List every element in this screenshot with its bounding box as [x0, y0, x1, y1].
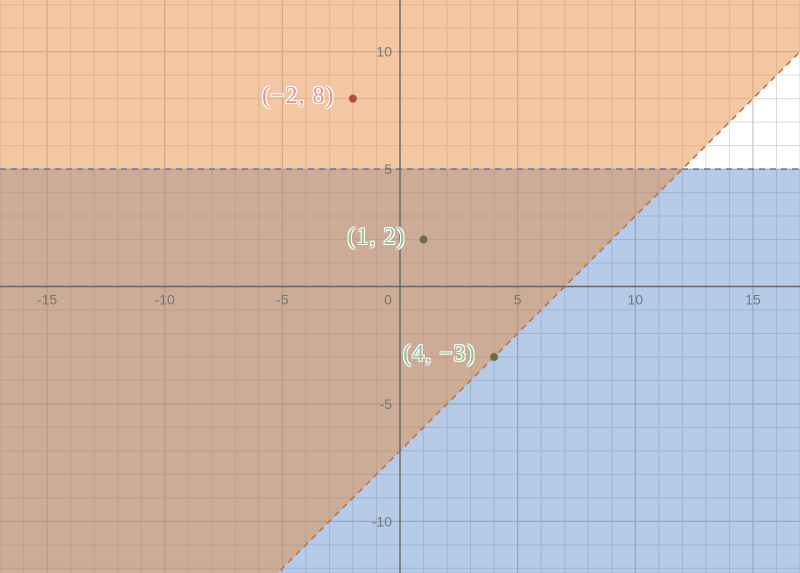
svg-text:-5: -5: [380, 396, 393, 412]
svg-text:15: 15: [745, 292, 761, 308]
point-dot: [490, 353, 498, 361]
svg-text:-10: -10: [372, 513, 392, 529]
svg-text:-5: -5: [276, 292, 289, 308]
svg-text:10: 10: [376, 44, 392, 60]
svg-text:10: 10: [628, 292, 644, 308]
svg-text:-15: -15: [37, 292, 57, 308]
svg-text:5: 5: [514, 292, 522, 308]
point-label: (4, −3): [403, 341, 476, 368]
point-dot: [349, 95, 357, 103]
svg-text:0: 0: [384, 292, 392, 308]
point-label: (1, 2): [348, 224, 406, 251]
point-label: (−2, 8): [262, 83, 335, 110]
inequality-chart: -15 -10 -5 0 5 10 15 -10 -5 5 10 (−2, 8) (1, 2) (4, …: [0, 0, 800, 573]
svg-text:5: 5: [384, 161, 392, 177]
svg-text:-10: -10: [155, 292, 175, 308]
chart-canvas: -15 -10 -5 0 5 10 15 -10 -5 5 10: [0, 0, 800, 573]
point-dot: [420, 236, 428, 244]
